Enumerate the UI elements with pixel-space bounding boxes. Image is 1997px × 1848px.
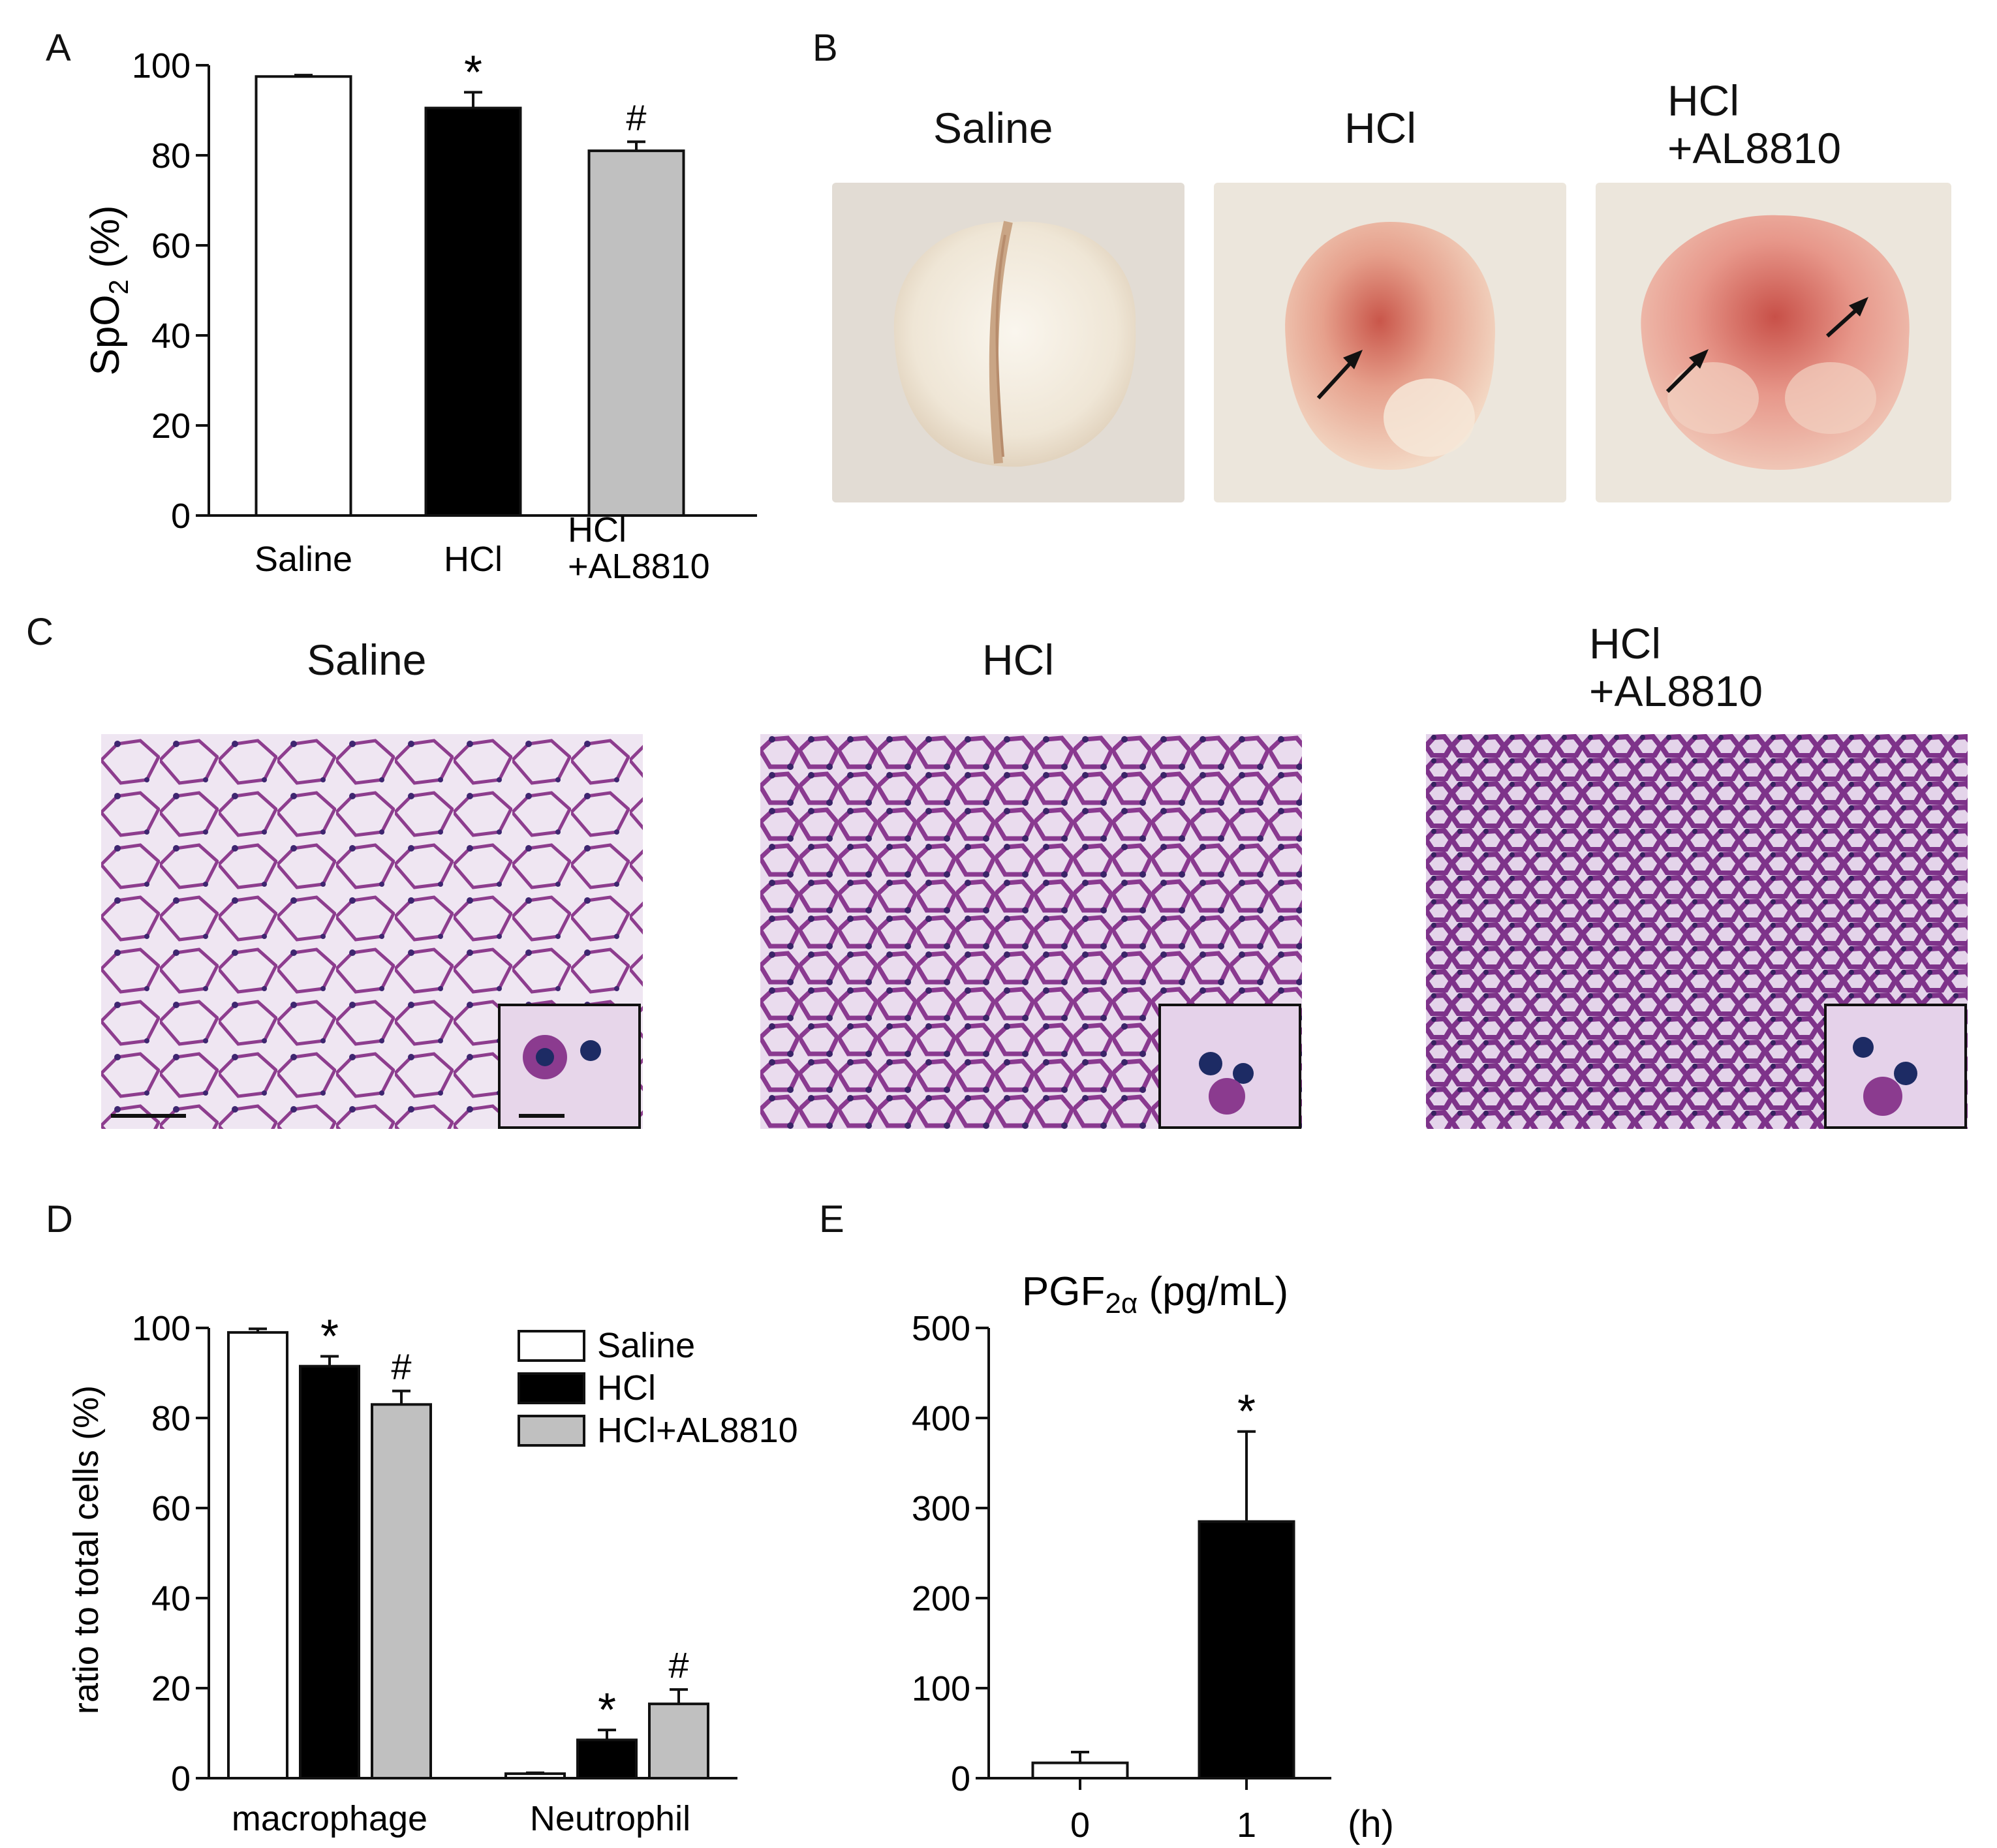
chart-d-y-tick-label: 80 (151, 1399, 191, 1438)
photo-title-saline: Saline (933, 104, 1053, 152)
chart-e-title: PGF2α (pg/mL) (1022, 1269, 1288, 1319)
chart-a-y-tick-label: 0 (171, 497, 191, 536)
chart-e-x-axis-label: (h) (1348, 1803, 1394, 1845)
lung-photo-hcl-image (1285, 222, 1495, 470)
chart-d-significance-mark: # (668, 1644, 689, 1686)
histology-title-saline: Saline (307, 636, 427, 684)
lung-photo-saline (832, 183, 1184, 502)
chart-d-legend-label: HCl (597, 1368, 656, 1408)
histology-texture-saline (101, 734, 643, 1129)
chart-d-y-tick-label: 100 (132, 1309, 191, 1348)
chart-d-y-tick-label: 20 (151, 1669, 191, 1708)
chart-e-y-tick-label: 400 (912, 1399, 970, 1438)
chart-a-y-tick-label: 80 (151, 136, 191, 176)
histology-image-saline (101, 734, 643, 1129)
photo-title-hcl-al8810: HCl +AL8810 (1667, 76, 1842, 172)
chart-d-bar (227, 1331, 288, 1779)
chart-a-y-tick-label: 100 (132, 46, 191, 85)
histology-texture-hcl-al8810 (1426, 734, 1968, 1129)
panel-label-a: A (46, 27, 71, 69)
histology-title-hcl: HCl (982, 636, 1054, 684)
panel-label-e: E (819, 1198, 844, 1240)
chart-d-legend-label: HCl+AL8810 (597, 1411, 798, 1450)
chart-d-x-tick-label: macrophage (232, 1799, 427, 1838)
panel-label-c: C (26, 611, 54, 653)
chart-e-bar (1198, 1520, 1295, 1779)
histology-image-hcl-al8810 (1426, 734, 1968, 1129)
histology-texture-hcl (760, 734, 1302, 1129)
chart-a-y-axis-label: SpO2 (%) (83, 205, 134, 375)
chart-a-y-tick-label: 60 (151, 226, 191, 266)
chart-a-x-tick-label: HCl (444, 540, 503, 579)
chart-a-x-tick-label: Saline (255, 540, 352, 579)
chart-d-y-tick-label: 0 (171, 1759, 191, 1798)
chart-a-bar (424, 106, 522, 517)
panel-label-b: B (813, 27, 838, 69)
chart-a-bar (587, 149, 685, 517)
histology-image-hcl (760, 734, 1302, 1129)
chart-e-y-tick-label: 0 (951, 1759, 970, 1798)
chart-a-significance-mark: * (464, 46, 482, 99)
histology-title-hcl-al8810: HCl +AL8810 (1589, 619, 1763, 715)
chart-d-legend-swatch (518, 1372, 585, 1404)
chart-e-y-tick-label: 300 (912, 1489, 970, 1528)
panel-label-d: D (46, 1198, 73, 1240)
chart-e-y-tick-label: 500 (912, 1309, 970, 1348)
chart-e-bar (1031, 1761, 1129, 1779)
chart-d-bar (648, 1702, 709, 1780)
chart-d-y-axis-label: ratio to total cells (%) (67, 1385, 106, 1714)
chart-d-bar (504, 1772, 566, 1779)
chart-e-x-tick-label: 1 (1237, 1806, 1256, 1845)
chart-e-significance-mark: * (1237, 1386, 1256, 1438)
lung-photo-hcl (1214, 183, 1566, 502)
chart-e-pgf2a: 0 100 200 300 400 500 * 0 1 (h) PGF2α (pg/mL) (912, 1269, 1394, 1845)
chart-d-y-tick-label: 60 (151, 1489, 191, 1528)
lung-photo-hcl-al8810-image (1641, 215, 1910, 470)
chart-d-cell-ratio: 0 20 40 60 80 100 * # * # macrophage Neutrophil rati… (67, 1309, 798, 1838)
chart-a-significance-mark: # (626, 97, 646, 138)
chart-d-significance-mark: * (598, 1684, 616, 1736)
chart-d-y-tick-label: 40 (151, 1579, 191, 1618)
chart-e-y-tick-label: 200 (912, 1579, 970, 1618)
chart-d-legend-label: Saline (597, 1326, 695, 1365)
chart-d-bar (371, 1403, 432, 1779)
chart-d-significance-mark: # (391, 1346, 411, 1387)
chart-d-bar (299, 1364, 360, 1779)
chart-a-spo2: 0 20 40 60 80 100 * # Saline HCl HCl +AL8810 SpO2 (%… (83, 46, 757, 586)
lung-photo-saline-image (893, 221, 1136, 467)
chart-a-bar (255, 75, 352, 517)
chart-d-legend-swatch (518, 1415, 585, 1447)
chart-e-y-tick-label: 100 (912, 1669, 970, 1708)
chart-d-x-tick-label: Neutrophil (530, 1799, 690, 1838)
chart-d-significance-mark: * (320, 1310, 339, 1363)
chart-a-y-tick-label: 20 (151, 407, 191, 446)
chart-e-x-tick-label: 0 (1070, 1806, 1090, 1845)
chart-d-legend-swatch (518, 1330, 585, 1362)
chart-a-y-tick-label: 40 (151, 316, 191, 356)
chart-d-bar (576, 1738, 638, 1779)
chart-a-x-tick-label: HCl +AL8810 (568, 510, 710, 586)
lung-photo-hcl-al8810 (1596, 183, 1951, 502)
photo-title-hcl: HCl (1344, 104, 1416, 152)
